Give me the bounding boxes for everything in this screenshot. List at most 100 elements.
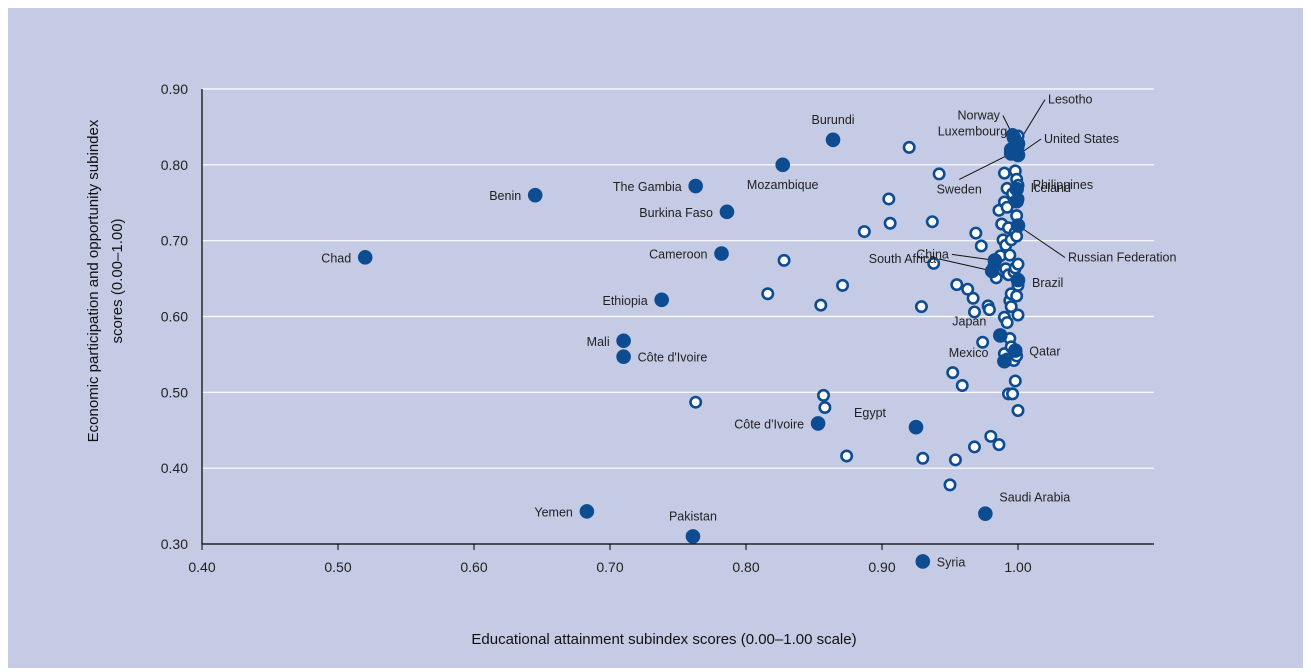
- filled-point: [1010, 272, 1026, 288]
- hollow-point: [817, 388, 831, 402]
- y-tick-label: 0.60: [161, 309, 188, 325]
- point-label: Chad: [321, 251, 351, 265]
- hollow-point: [1003, 248, 1017, 262]
- point-label: Saudi Arabia: [999, 491, 1070, 505]
- hollow-point: [1000, 200, 1014, 214]
- filled-point: [616, 333, 631, 349]
- point-label: Mozambique: [747, 178, 819, 192]
- leader-line: [1017, 225, 1066, 258]
- filled-point: [688, 178, 703, 194]
- gridlines: [202, 88, 1154, 469]
- hollow-point: [857, 225, 871, 239]
- point-label: The Gambia: [613, 180, 682, 194]
- hollow-point: [976, 335, 990, 349]
- point-label: Burundi: [811, 113, 854, 127]
- filled-point: [1007, 343, 1023, 358]
- hollow-point: [840, 449, 854, 463]
- hollow-point: [966, 291, 980, 305]
- hollow-point: [950, 278, 964, 292]
- point-label: Egypt: [854, 406, 886, 420]
- point-label: South Africa: [869, 252, 936, 266]
- hollow-point: [902, 140, 916, 154]
- filled-point: [654, 292, 669, 308]
- filled-point: [616, 349, 631, 364]
- hollow-point: [777, 253, 791, 267]
- filled-point: [1009, 193, 1024, 209]
- hollow-point: [814, 298, 828, 312]
- y-tick-label: 0.50: [161, 384, 188, 400]
- point-label: Brazil: [1032, 276, 1063, 290]
- hollow-point: [948, 453, 962, 467]
- hollow-point: [992, 438, 1006, 452]
- point-label: Mexico: [949, 346, 989, 360]
- filled-point: [997, 353, 1012, 369]
- filled-point: [825, 132, 841, 148]
- filled-point: [685, 529, 701, 544]
- hollow-point: [1011, 308, 1025, 322]
- x-tick-label: 0.60: [460, 559, 487, 575]
- hollow-point: [932, 167, 946, 181]
- filled-point: [908, 419, 924, 435]
- hollow-point: [914, 300, 928, 314]
- y-axis-title-line1: Economic participation and opportunity s…: [85, 119, 102, 442]
- hollow-point: [984, 429, 998, 443]
- point-labels: Chad Benin Yemen Mali Côte d'Ivoire Ethiopia P…: [321, 93, 1176, 570]
- point-label: Mali: [587, 335, 610, 349]
- filled-point: [714, 246, 729, 261]
- hollow-point: [997, 166, 1011, 180]
- point-label: Ethiopia: [602, 294, 647, 308]
- point-label: Lesotho: [1048, 93, 1093, 107]
- point-label: Burkina Faso: [639, 206, 713, 220]
- point-label: Benin: [489, 189, 521, 203]
- point-label: China: [916, 247, 949, 261]
- x-tick-label: 0.40: [188, 559, 215, 575]
- filled-point: [993, 328, 1008, 343]
- x-tick-label: 0.70: [596, 559, 623, 575]
- hollow-point: [943, 478, 957, 492]
- point-label: Philippines: [1033, 178, 1093, 192]
- tick-labels: 0.300.400.500.600.700.800.900.40 0.50 0.60…: [161, 81, 1032, 575]
- hollow-point: [974, 239, 988, 253]
- hollow-point: [1008, 374, 1022, 388]
- hollow-point: [927, 256, 941, 270]
- point-label: Yemen: [534, 505, 573, 519]
- hollow-point: [818, 400, 832, 414]
- hollow-point: [882, 192, 896, 206]
- point-label: Japan: [952, 314, 986, 328]
- filled-point: [984, 263, 1000, 279]
- hollow-point: [883, 216, 897, 230]
- hollow-point: [836, 278, 850, 292]
- hollow-point: [761, 287, 775, 301]
- point-label: Iceland: [1031, 181, 1071, 195]
- filled-point: [1010, 147, 1026, 163]
- y-tick-label: 0.90: [161, 81, 188, 97]
- point-label: Syria: [937, 555, 966, 569]
- point-label: Luxembourg: [938, 125, 1008, 139]
- x-tick-label: 0.90: [868, 559, 895, 575]
- axes: [201, 89, 1154, 550]
- filled-point: [915, 554, 931, 569]
- hollow-point: [925, 215, 939, 229]
- filled-point: [1010, 218, 1026, 233]
- leader-line: [939, 258, 993, 272]
- point-label: Pakistan: [669, 509, 717, 523]
- point-label: Russian Federation: [1068, 251, 1176, 265]
- point-label: Qatar: [1029, 345, 1060, 359]
- filled-point: [527, 187, 543, 203]
- filled-point: [1009, 181, 1024, 197]
- data-points: [357, 128, 1026, 569]
- point-label: Norway: [958, 109, 1001, 123]
- hollow-point: [961, 282, 975, 296]
- hollow-point: [689, 395, 703, 409]
- hollow-point: [967, 440, 981, 454]
- point-label: United States: [1044, 132, 1119, 146]
- hollow-point: [946, 366, 960, 380]
- hollow-point: [1010, 289, 1024, 303]
- x-axis-title: Educational attainment subindex scores (…: [471, 631, 856, 648]
- scatter-chart: 0.300.400.500.600.700.800.900.40 0.50 0.60…: [85, 81, 1176, 648]
- x-tick-label: 1.00: [1004, 559, 1031, 575]
- hollow-point: [967, 305, 981, 319]
- point-label: Sweden: [937, 182, 982, 196]
- x-tick-label: 0.80: [732, 559, 759, 575]
- y-tick-label: 0.30: [161, 536, 188, 552]
